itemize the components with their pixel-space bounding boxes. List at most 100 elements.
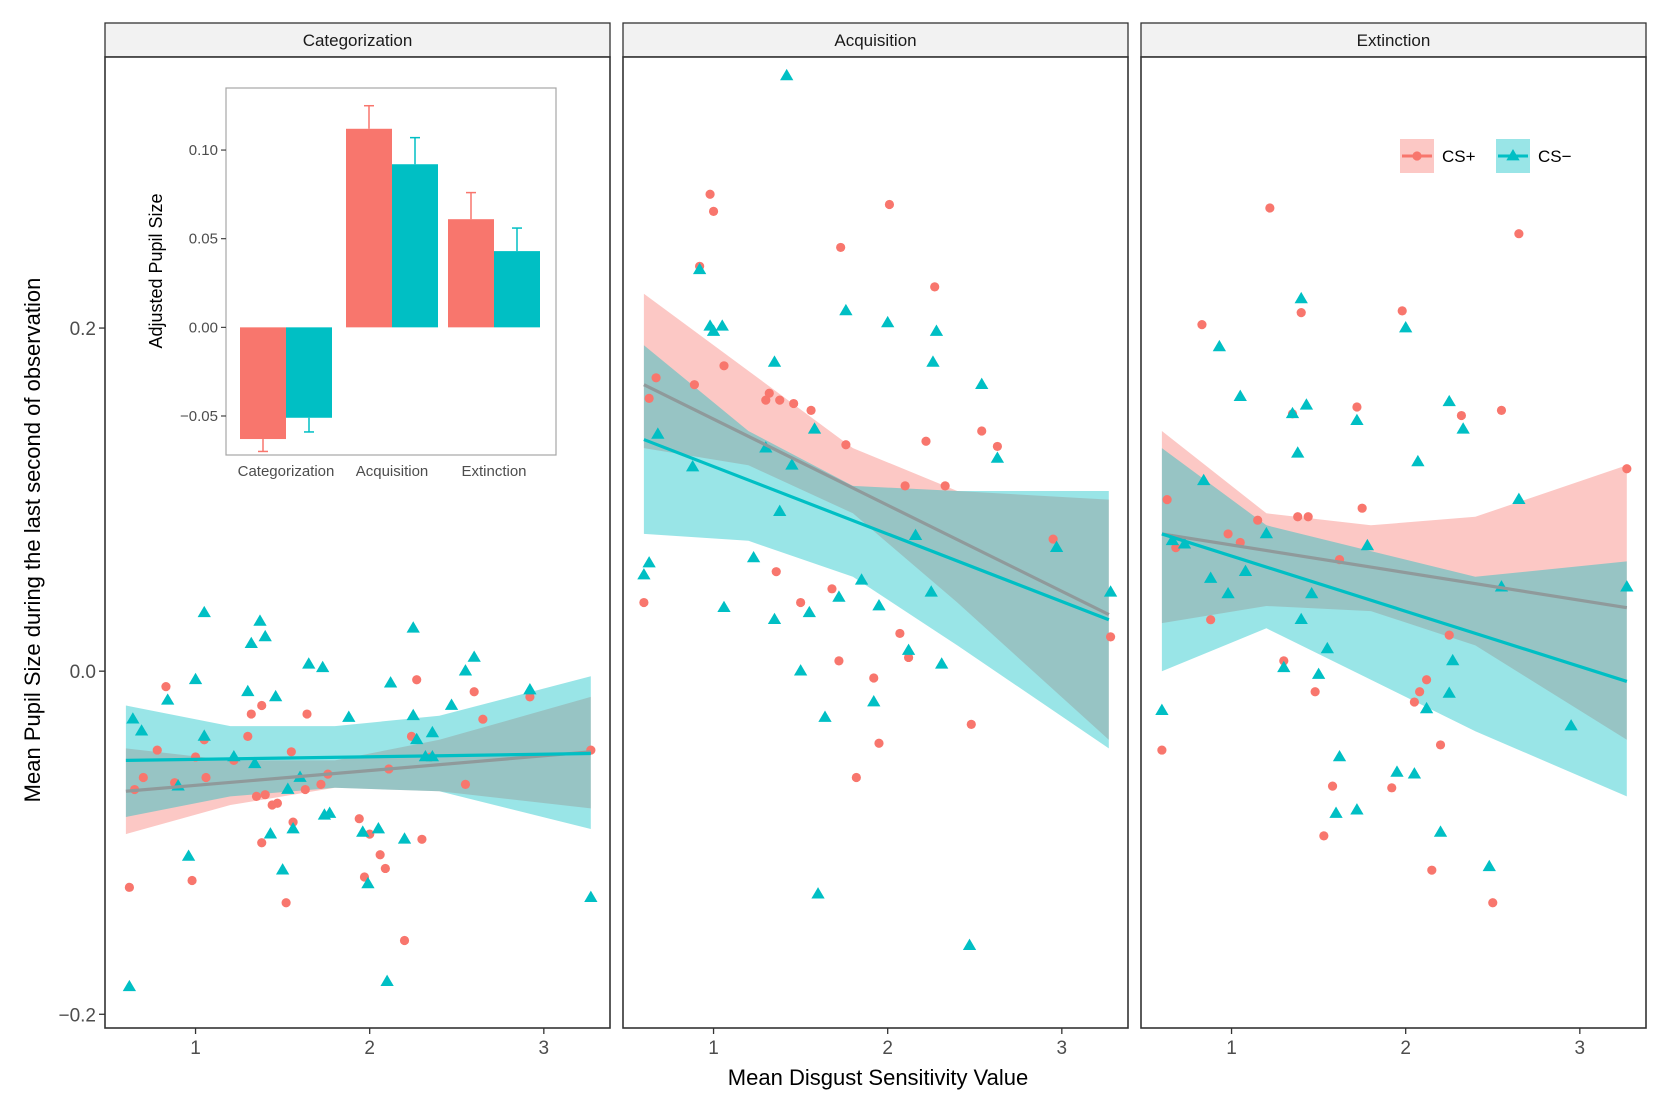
x-tick-label: 3 xyxy=(539,1038,550,1059)
cs-plus-point xyxy=(1352,402,1362,412)
cs-plus-point xyxy=(1048,534,1058,544)
cs-minus-point xyxy=(1238,564,1253,577)
cs-minus-point xyxy=(1233,389,1247,402)
cs-plus-confidence-band xyxy=(125,696,591,835)
inset-y-tick-label: 0.10 xyxy=(189,142,218,159)
cs-minus-point xyxy=(458,664,473,676)
cs-minus-point xyxy=(1155,703,1169,715)
cs-plus-point xyxy=(644,393,654,403)
cs-minus-point xyxy=(1442,394,1456,407)
cs-plus-point xyxy=(689,380,699,390)
cs-minus-point xyxy=(642,556,656,568)
inset-bar-cs-plus xyxy=(448,219,494,328)
cs-plus-point xyxy=(705,189,715,199)
cs-minus-point xyxy=(244,636,258,649)
cs-minus-point xyxy=(706,324,721,336)
cs-plus-point xyxy=(992,441,1002,452)
cs-plus-point xyxy=(187,875,197,886)
cs-minus-point xyxy=(197,605,211,618)
cs-minus-point xyxy=(746,550,761,563)
x-tick-label: 2 xyxy=(1400,1038,1411,1059)
cs-minus-point xyxy=(1512,492,1526,504)
x-tick-label: 1 xyxy=(190,1038,201,1059)
cs-plus-point xyxy=(834,656,844,666)
inset-x-tick-label: Extinction xyxy=(461,463,526,480)
cs-minus-point xyxy=(1456,422,1470,434)
cs-plus-point xyxy=(1427,865,1437,875)
cs-plus-point xyxy=(525,692,535,702)
cs-minus-point xyxy=(1212,339,1227,352)
inset-y-tick-label: 0.05 xyxy=(189,231,218,248)
cs-minus-point xyxy=(406,708,420,721)
cs-plus-point xyxy=(1265,203,1275,213)
cs-minus-point xyxy=(807,422,822,434)
cs-minus-point xyxy=(1482,859,1496,872)
inset-bar-cs-minus xyxy=(286,327,332,418)
cs-plus-point xyxy=(1435,740,1446,750)
cs-minus-point xyxy=(1433,825,1448,837)
cs-plus-point xyxy=(1514,229,1524,239)
cs-minus-point xyxy=(1177,537,1192,549)
x-axis-title: Mean Disgust Sensitivity Value xyxy=(728,1065,1028,1090)
cs-minus-point xyxy=(316,660,330,673)
facet-strip-label: Categorization xyxy=(303,31,413,50)
inset-bar-cs-plus xyxy=(240,327,286,440)
cs-minus-point xyxy=(1294,612,1308,625)
cs-plus-point xyxy=(1415,687,1425,697)
cs-minus-point xyxy=(1305,586,1319,599)
cs-plus-point xyxy=(1206,615,1216,625)
cs-minus-point xyxy=(584,890,598,902)
cs-plus-point xyxy=(977,426,987,436)
cs-minus-point xyxy=(181,849,196,861)
cs-minus-confidence-band xyxy=(643,345,1109,749)
cs-plus-point xyxy=(354,814,364,824)
cs-minus-point xyxy=(253,614,267,626)
cs-minus-point xyxy=(1285,406,1300,419)
cs-plus-point xyxy=(1319,831,1329,841)
cs-plus-point xyxy=(1622,464,1632,474)
cs-minus-point xyxy=(818,710,832,722)
cs-plus-point xyxy=(412,675,422,685)
cs-minus-point xyxy=(637,568,651,580)
cs-minus-point xyxy=(717,600,731,613)
cs-minus-point xyxy=(1564,719,1578,731)
cs-plus-point xyxy=(639,597,649,608)
cs-plus-point xyxy=(771,567,781,577)
cs-plus-point xyxy=(138,772,148,783)
cs-minus-point xyxy=(1399,321,1413,333)
cs-plus-point xyxy=(1387,783,1397,793)
x-tick-label: 3 xyxy=(1575,1038,1586,1059)
cs-plus-point xyxy=(1157,745,1167,755)
facet-strip xyxy=(104,22,611,58)
cs-plus-point xyxy=(930,282,940,292)
cs-minus-point xyxy=(467,650,481,662)
cs-plus-point xyxy=(806,405,816,416)
cs-plus-point xyxy=(775,395,785,405)
legend: CS+ CS− xyxy=(1400,139,1572,173)
panel-border xyxy=(1140,56,1647,1029)
inset-bar-cs-plus xyxy=(346,128,392,328)
cs-minus-point xyxy=(715,319,729,331)
cs-plus-point xyxy=(1409,697,1419,707)
cs-minus-point xyxy=(302,657,316,669)
cs-plus-point xyxy=(1223,529,1233,539)
cs-minus-point xyxy=(322,806,337,818)
cs-plus-point xyxy=(836,242,846,253)
cs-plus-point xyxy=(1444,630,1454,640)
cs-plus-point xyxy=(761,395,771,405)
cs-plus-confidence-band xyxy=(643,293,1109,740)
y-tick-label: 0.2 xyxy=(70,319,96,340)
panel-border xyxy=(104,56,611,1029)
cs-minus-point xyxy=(990,451,1005,463)
cs-minus-point xyxy=(241,684,255,697)
cs-minus-point xyxy=(269,689,283,702)
cs-minus-point xyxy=(361,876,375,889)
cs-plus-point xyxy=(469,687,479,697)
cs-plus-point xyxy=(1357,503,1367,513)
cs-plus-point xyxy=(417,834,427,844)
cs-minus-point xyxy=(444,698,459,710)
cs-plus-point xyxy=(1421,675,1432,685)
cs-minus-point xyxy=(286,821,300,834)
cs-minus-point xyxy=(1103,585,1118,597)
cs-plus-point xyxy=(286,747,296,757)
